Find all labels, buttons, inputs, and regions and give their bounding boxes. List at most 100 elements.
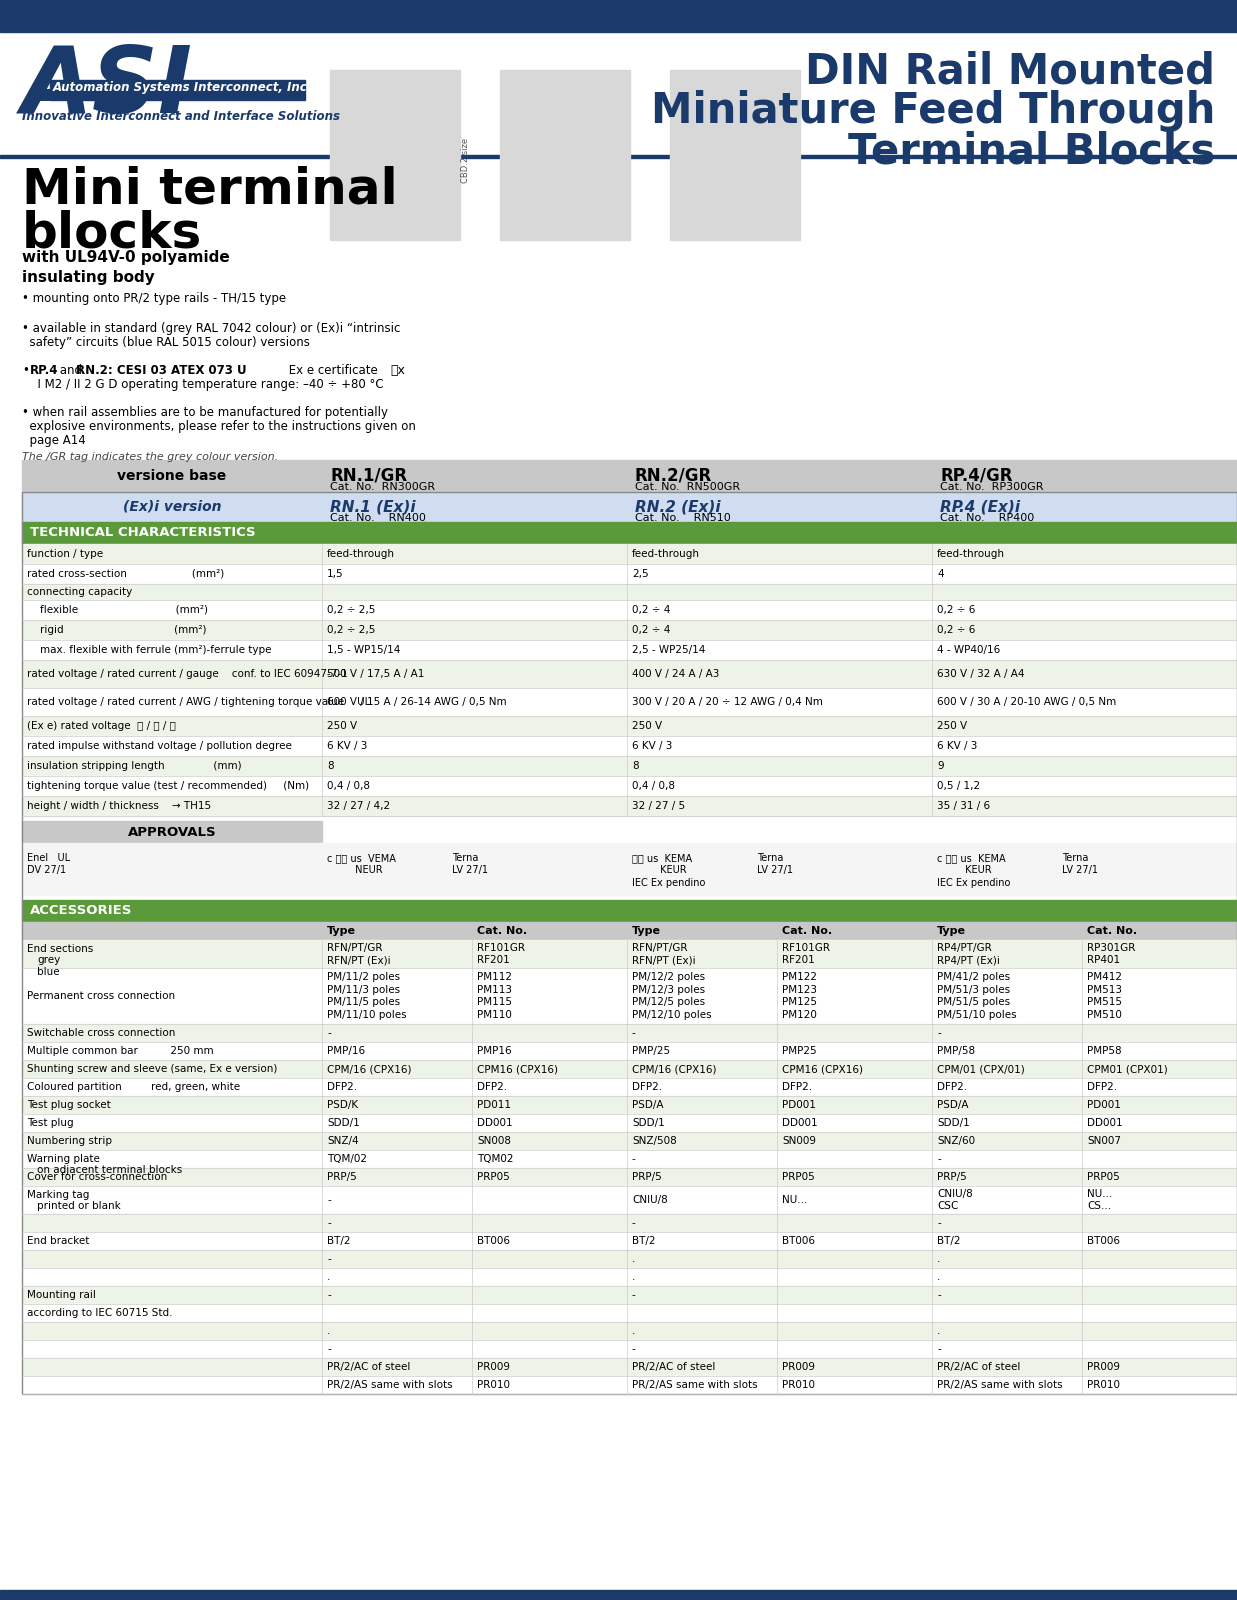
Bar [49, 80, 306, 99]
Bar [22, 522, 1237, 544]
Text: IEC Ex pendino: IEC Ex pendino [632, 878, 705, 888]
Text: -: - [632, 1290, 636, 1299]
Text: RN.1/GR: RN.1/GR [330, 467, 407, 485]
Text: PMP58: PMP58 [1087, 1046, 1122, 1056]
Text: Ex e certificate: Ex e certificate [285, 365, 377, 378]
Text: 6 KV / 3: 6 KV / 3 [936, 741, 977, 750]
Text: function / type: function / type [27, 549, 103, 558]
Text: 0,2 ÷ 6: 0,2 ÷ 6 [936, 626, 976, 635]
Bar [22, 1042, 1237, 1059]
Text: ⓔx: ⓔx [390, 365, 404, 378]
Text: Cat. No.    RN400: Cat. No. RN400 [330, 514, 426, 523]
Bar [22, 619, 1237, 640]
Text: The /GR tag indicates the grey colour version.: The /GR tag indicates the grey colour ve… [22, 451, 278, 462]
Text: End bracket: End bracket [27, 1235, 89, 1246]
Text: height / width / thickness    → TH15: height / width / thickness → TH15 [27, 802, 212, 811]
Text: ⓁⓄ us  KEMA
         KEUR: ⓁⓄ us KEMA KEUR [632, 853, 693, 875]
Text: -: - [327, 1290, 330, 1299]
Text: feed-through: feed-through [327, 549, 395, 558]
Text: DFP2.: DFP2. [632, 1082, 662, 1091]
Text: rated voltage / rated current / gauge    conf. to IEC 60947-7-1: rated voltage / rated current / gauge co… [27, 669, 348, 678]
Text: feed-through: feed-through [632, 549, 700, 558]
Text: PR/2/AS same with slots: PR/2/AS same with slots [632, 1379, 757, 1390]
Text: Type: Type [632, 926, 661, 936]
Text: CPM/01 (CPX/01): CPM/01 (CPX/01) [936, 1064, 1024, 1074]
Text: RFN/PT/GR
RFN/PT (Ex)i: RFN/PT/GR RFN/PT (Ex)i [632, 942, 695, 965]
Bar [22, 1168, 1237, 1186]
Bar [22, 1250, 1237, 1267]
Text: -: - [632, 1154, 636, 1165]
Text: DD001: DD001 [477, 1118, 512, 1128]
Text: RP4/PT/GR
RP4/PT (Ex)i: RP4/PT/GR RP4/PT (Ex)i [936, 942, 999, 965]
Text: PM112
PM113
PM115
PM110: PM112 PM113 PM115 PM110 [477, 973, 512, 1019]
Text: -: - [327, 1254, 330, 1264]
Bar [22, 565, 1237, 584]
Text: CPM01 (CPX01): CPM01 (CPX01) [1087, 1064, 1168, 1074]
Text: PMP16: PMP16 [477, 1046, 512, 1056]
Bar [22, 1024, 1237, 1042]
Text: Cat. No.    RN510: Cat. No. RN510 [635, 514, 731, 523]
Text: Marking tag: Marking tag [27, 1190, 89, 1200]
Text: PD011: PD011 [477, 1101, 511, 1110]
Text: .: . [327, 1326, 330, 1336]
Text: .: . [936, 1254, 940, 1264]
Text: flexible                              (mm²): flexible (mm²) [27, 605, 208, 614]
Text: CPM/16 (CPX16): CPM/16 (CPX16) [327, 1064, 412, 1074]
Text: 6 KV / 3: 6 KV / 3 [327, 741, 367, 750]
Text: rated voltage / rated current / AWG / tightening torque value    UL: rated voltage / rated current / AWG / ti… [27, 698, 370, 707]
Bar [931, 461, 1237, 493]
Text: rated impulse withstand voltage / pollution degree: rated impulse withstand voltage / pollut… [27, 741, 292, 750]
Text: PRP/5: PRP/5 [632, 1171, 662, 1182]
Text: End sections: End sections [27, 944, 93, 954]
Bar [22, 1214, 1237, 1232]
Text: c ⓁⓄ us  VEMA
         NEUR: c ⓁⓄ us VEMA NEUR [327, 853, 396, 875]
Text: SDD/1: SDD/1 [632, 1118, 664, 1128]
Text: Type: Type [327, 926, 356, 936]
Bar [22, 1267, 1237, 1286]
Text: Mini terminal: Mini terminal [22, 165, 398, 213]
Text: • when rail assemblies are to be manufactured for potentially: • when rail assemblies are to be manufac… [22, 406, 388, 419]
Bar [322, 843, 627, 894]
Text: RN.1 (Ex)i: RN.1 (Ex)i [330, 499, 416, 514]
Bar [22, 736, 1237, 757]
Text: 630 V / 32 A / A4: 630 V / 32 A / A4 [936, 669, 1024, 678]
Text: RP301GR
RP401: RP301GR RP401 [1087, 942, 1136, 965]
Text: BT/2: BT/2 [936, 1235, 960, 1246]
Bar [931, 493, 1237, 522]
Text: -: - [936, 1154, 941, 1165]
Bar [22, 1322, 1237, 1341]
Text: 600 V / 30 A / 20-10 AWG / 0,5 Nm: 600 V / 30 A / 20-10 AWG / 0,5 Nm [936, 698, 1116, 707]
Text: 1,5 - WP15/14: 1,5 - WP15/14 [327, 645, 401, 654]
Text: 0,5 / 1,2: 0,5 / 1,2 [936, 781, 980, 790]
Text: PSD/A: PSD/A [632, 1101, 663, 1110]
Text: Cat. No.: Cat. No. [477, 926, 527, 936]
Bar [0, 0, 1237, 32]
Text: Cat. No.    RP400: Cat. No. RP400 [940, 514, 1034, 523]
Text: tightening torque value (test / recommended)     (Nm): tightening torque value (test / recommen… [27, 781, 309, 790]
Bar [22, 1150, 1237, 1168]
Text: PD001: PD001 [782, 1101, 816, 1110]
Bar [22, 795, 1237, 816]
Text: Terminal Blocks: Terminal Blocks [847, 130, 1215, 171]
Text: Cat. No.: Cat. No. [782, 926, 833, 936]
Text: DFP2.: DFP2. [936, 1082, 967, 1091]
Text: PMP/25: PMP/25 [632, 1046, 670, 1056]
Bar [22, 659, 1237, 688]
Text: BT006: BT006 [782, 1235, 815, 1246]
Text: 250 V: 250 V [327, 722, 357, 731]
Text: CBD.2 size: CBD.2 size [461, 138, 470, 182]
Text: TQM02: TQM02 [477, 1154, 513, 1165]
Text: PRP05: PRP05 [477, 1171, 510, 1182]
Text: Miniature Feed Through: Miniature Feed Through [651, 90, 1215, 133]
Text: .: . [632, 1326, 636, 1336]
Bar [22, 1286, 1237, 1304]
Text: BT006: BT006 [1087, 1235, 1119, 1246]
Text: CNIU/8: CNIU/8 [632, 1195, 668, 1205]
Text: PM122
PM123
PM125
PM120: PM122 PM123 PM125 PM120 [782, 973, 816, 1019]
Text: BT/2: BT/2 [632, 1235, 656, 1246]
Text: • available in standard (grey RAL 7042 colour) or (Ex)i “intrinsic: • available in standard (grey RAL 7042 c… [22, 322, 401, 334]
Text: PM/12/2 poles
PM/12/3 poles
PM/12/5 poles
PM/12/10 poles: PM/12/2 poles PM/12/3 poles PM/12/5 pole… [632, 973, 711, 1019]
Text: SN008: SN008 [477, 1136, 511, 1146]
Text: PSD/K: PSD/K [327, 1101, 359, 1110]
Text: DFP2.: DFP2. [782, 1082, 813, 1091]
